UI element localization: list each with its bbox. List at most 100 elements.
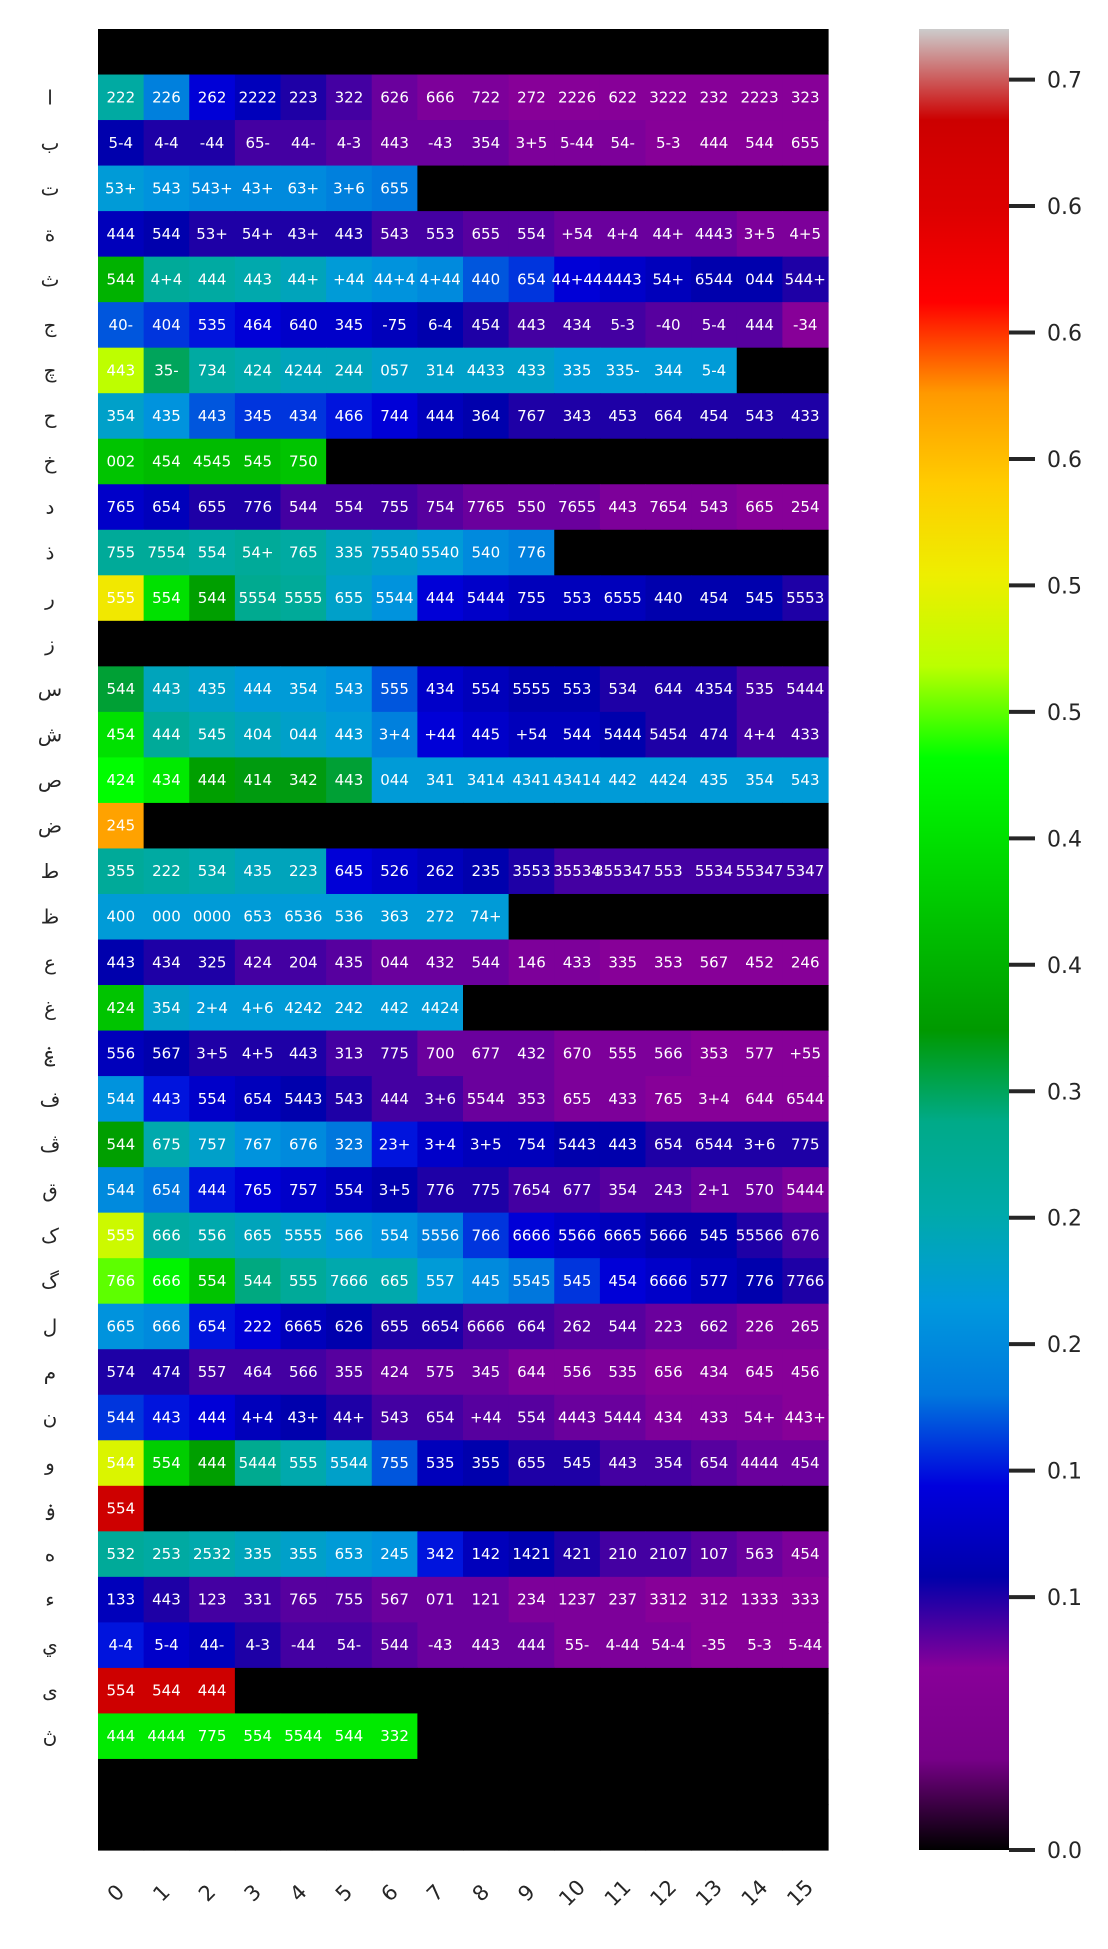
heatmap-cell: [326, 1394, 373, 1441]
heatmap-cell: [234, 939, 282, 986]
heatmap-cell: [508, 1713, 555, 1760]
cell-annotation: 404: [243, 726, 272, 744]
heatmap-cell: [326, 1804, 373, 1851]
cell-annotation: 543: [335, 1090, 364, 1108]
cell-annotation: 54+: [242, 544, 274, 562]
heatmap-cell: [782, 165, 829, 212]
heatmap-cell: [143, 1713, 190, 1760]
heatmap-cell: [189, 1713, 236, 1760]
cell-annotation: 265: [791, 1317, 820, 1335]
heatmap-cell: [554, 347, 601, 394]
heatmap-cell: [463, 1394, 510, 1441]
cell-annotation: 567: [152, 1044, 181, 1062]
heatmap-cell: [463, 1667, 510, 1715]
heatmap-cell: [736, 256, 783, 303]
heatmap-cell: [599, 757, 647, 804]
cell-annotation: 545: [700, 1226, 729, 1244]
y-tick-label: س: [38, 677, 62, 701]
heatmap-cell: [280, 802, 327, 850]
cell-annotation: 133: [106, 1591, 135, 1609]
heatmap-cell: [691, 1485, 738, 1532]
cell-annotation: 765: [289, 544, 318, 562]
heatmap-cell: [463, 29, 510, 76]
heatmap-cell: [417, 1212, 464, 1259]
heatmap-cell: [326, 1212, 373, 1259]
heatmap-cell: [736, 1440, 783, 1487]
heatmap-cell: [645, 985, 692, 1032]
heatmap-cell: [280, 620, 327, 667]
cell-annotation: 4+6: [242, 999, 274, 1017]
heatmap-cell: [234, 1485, 282, 1532]
heatmap-cell: [326, 1440, 373, 1487]
cell-annotation: 3+5: [470, 1135, 502, 1153]
cell-annotation: 54-4: [651, 1636, 685, 1654]
cell-annotation: 222: [243, 1317, 272, 1335]
heatmap-cell: [234, 620, 282, 667]
cell-annotation: 554: [106, 1682, 135, 1700]
heatmap-cell: [189, 1212, 236, 1259]
heatmap-cell: [234, 1030, 282, 1077]
heatmap-cell: [189, 393, 236, 440]
colorbar-ticks: 0.0 0.1 0.1 0.2 0.2 0.3 0.4 0.4 0.5 0.5 0.6 0.6 0.6 0…: [1009, 69, 1082, 1864]
cell-annotation: 1237: [558, 1591, 596, 1609]
cell-annotation: 654: [517, 270, 546, 288]
heatmap-cell: [234, 1212, 282, 1259]
cell-annotation: 655: [517, 1454, 546, 1472]
heatmap-cell: [189, 529, 236, 576]
heatmap-cell: [280, 484, 327, 531]
cell-annotation: 443: [335, 771, 364, 789]
cell-annotation: 543: [335, 680, 364, 698]
heatmap-cell: [143, 1804, 190, 1851]
cell-annotation: 444: [517, 1636, 546, 1654]
heatmap-cell: [554, 1030, 601, 1077]
cell-annotation: 54+: [652, 270, 684, 288]
heatmap-cell: [736, 438, 783, 485]
cell-annotation: 442: [380, 999, 409, 1017]
cell-annotation: 244: [335, 361, 364, 379]
cell-annotation: 656: [654, 1363, 683, 1381]
x-tick-label: 7: [422, 1880, 448, 1906]
heatmap-cell: [280, 1258, 327, 1305]
heatmap-cell: [645, 256, 692, 303]
heatmap-cell: [326, 848, 373, 895]
heatmap-cell: [599, 74, 647, 121]
cell-annotation: 545: [563, 1454, 592, 1472]
heatmap-cell: [691, 711, 738, 759]
cell-annotation: 655: [563, 1090, 592, 1108]
heatmap-cell: [508, 1349, 555, 1396]
heatmap-cell: [143, 1258, 190, 1305]
cell-annotation: 353: [654, 953, 683, 971]
heatmap-cell: [189, 302, 236, 349]
cell-annotation: 553: [563, 589, 592, 607]
cell-annotation: 6544: [695, 270, 733, 288]
cell-annotation: 272: [426, 908, 455, 926]
cell-annotation: 343: [563, 407, 592, 425]
heatmap-cell: [234, 1531, 282, 1578]
heatmap-cell: [189, 1440, 236, 1487]
cell-annotation: 65-: [245, 134, 270, 152]
cell-annotation: 5555: [512, 680, 550, 698]
cell-annotation: 355: [471, 1454, 500, 1472]
cell-annotation: 555: [380, 680, 409, 698]
cell-annotation: 443: [335, 726, 364, 744]
cell-annotation: 355: [335, 1363, 364, 1381]
heatmap-cell: [234, 711, 282, 759]
cell-annotation: 700: [426, 1044, 455, 1062]
cell-annotation: 424: [106, 771, 135, 789]
heatmap-cell: [554, 711, 601, 759]
cell-annotation: 433: [791, 407, 820, 425]
y-tick-label: ل: [43, 1314, 58, 1338]
heatmap-cell: [280, 939, 327, 986]
heatmap-cell: [691, 1804, 738, 1851]
cell-annotation: 6544: [786, 1090, 824, 1108]
heatmap-cell: [234, 74, 282, 121]
cell-annotation: 262: [426, 862, 455, 880]
cell-annotation: 6544: [695, 1135, 733, 1153]
heatmap-cell: [736, 1303, 783, 1350]
cell-annotation: 5444: [786, 680, 824, 698]
cell-annotation: 071: [426, 1591, 455, 1609]
cell-annotation: 4354: [695, 680, 733, 698]
cell-annotation: 574: [106, 1363, 135, 1381]
cell-annotation: 313: [335, 1044, 364, 1062]
heatmap-cell: [371, 711, 418, 759]
